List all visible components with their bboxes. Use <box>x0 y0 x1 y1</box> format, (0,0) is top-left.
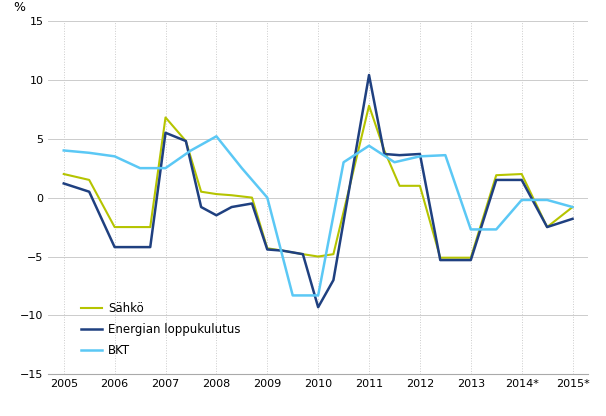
Energian loppukulutus <box>396 153 403 158</box>
Sähkö <box>162 115 169 120</box>
BKT <box>111 154 118 159</box>
Sähkö <box>381 148 388 153</box>
Sähkö <box>569 205 576 210</box>
Energian loppukulutus <box>381 151 388 156</box>
Sähkö <box>126 225 133 230</box>
Sähkö <box>279 248 286 253</box>
BKT <box>340 160 347 165</box>
Energian loppukulutus <box>147 245 154 250</box>
BKT <box>85 150 93 155</box>
Energian loppukulutus <box>330 277 337 282</box>
Sähkö <box>493 173 500 178</box>
Energian loppukulutus <box>416 151 424 156</box>
Sähkö <box>264 246 271 251</box>
BKT <box>136 166 144 171</box>
Energian loppukulutus <box>126 245 133 250</box>
BKT <box>544 198 551 203</box>
Sähkö <box>396 183 403 188</box>
Sähkö <box>147 225 154 230</box>
BKT <box>569 205 576 210</box>
Energian loppukulutus <box>452 258 459 262</box>
BKT <box>264 195 271 200</box>
Sähkö <box>416 183 424 188</box>
BKT <box>391 160 398 165</box>
Energian loppukulutus <box>518 177 525 182</box>
BKT <box>365 143 373 148</box>
Energian loppukulutus <box>162 130 169 135</box>
Sähkö <box>330 252 337 257</box>
Energian loppukulutus <box>467 258 474 262</box>
Energian loppukulutus <box>228 205 235 210</box>
Line: Energian loppukulutus: Energian loppukulutus <box>64 75 573 307</box>
Sähkö <box>248 195 256 200</box>
BKT <box>493 227 500 232</box>
Energian loppukulutus <box>60 181 67 186</box>
Energian loppukulutus <box>213 213 220 218</box>
Sähkö <box>437 255 444 260</box>
Energian loppukulutus <box>365 72 373 77</box>
Sähkö <box>198 189 205 194</box>
Sähkö <box>467 255 474 260</box>
Energian loppukulutus <box>248 201 256 206</box>
BKT <box>289 293 296 298</box>
Sähkö <box>111 225 118 230</box>
BKT <box>187 148 195 153</box>
BKT <box>467 227 474 232</box>
BKT <box>442 153 449 158</box>
Energian loppukulutus <box>299 252 307 257</box>
BKT <box>416 154 424 159</box>
BKT <box>60 148 67 153</box>
Line: BKT: BKT <box>64 136 573 295</box>
Sähkö <box>315 254 322 259</box>
Energian loppukulutus <box>569 216 576 221</box>
Sähkö <box>60 171 67 176</box>
BKT <box>518 198 525 203</box>
Sähkö <box>452 255 459 260</box>
Energian loppukulutus <box>279 248 286 253</box>
Sähkö <box>213 191 220 196</box>
Energian loppukulutus <box>182 139 190 144</box>
Sähkö <box>518 171 525 176</box>
Line: Sähkö: Sähkö <box>64 106 573 258</box>
Sähkö <box>85 177 93 182</box>
BKT <box>238 166 245 171</box>
Energian loppukulutus <box>264 247 271 252</box>
Sähkö <box>228 193 235 198</box>
Text: %: % <box>13 1 25 14</box>
Sähkö <box>544 225 551 230</box>
Energian loppukulutus <box>198 205 205 210</box>
Energian loppukulutus <box>85 189 93 194</box>
BKT <box>315 293 322 298</box>
Sähkö <box>365 103 373 108</box>
BKT <box>213 134 220 139</box>
Energian loppukulutus <box>315 305 322 310</box>
Energian loppukulutus <box>544 225 551 230</box>
Legend: Sähkö, Energian loppukulutus, BKT: Sähkö, Energian loppukulutus, BKT <box>76 297 245 362</box>
Sähkö <box>299 252 307 257</box>
Energian loppukulutus <box>437 258 444 262</box>
BKT <box>162 166 169 171</box>
Sähkö <box>182 139 190 144</box>
Energian loppukulutus <box>111 245 118 250</box>
Energian loppukulutus <box>493 177 500 182</box>
